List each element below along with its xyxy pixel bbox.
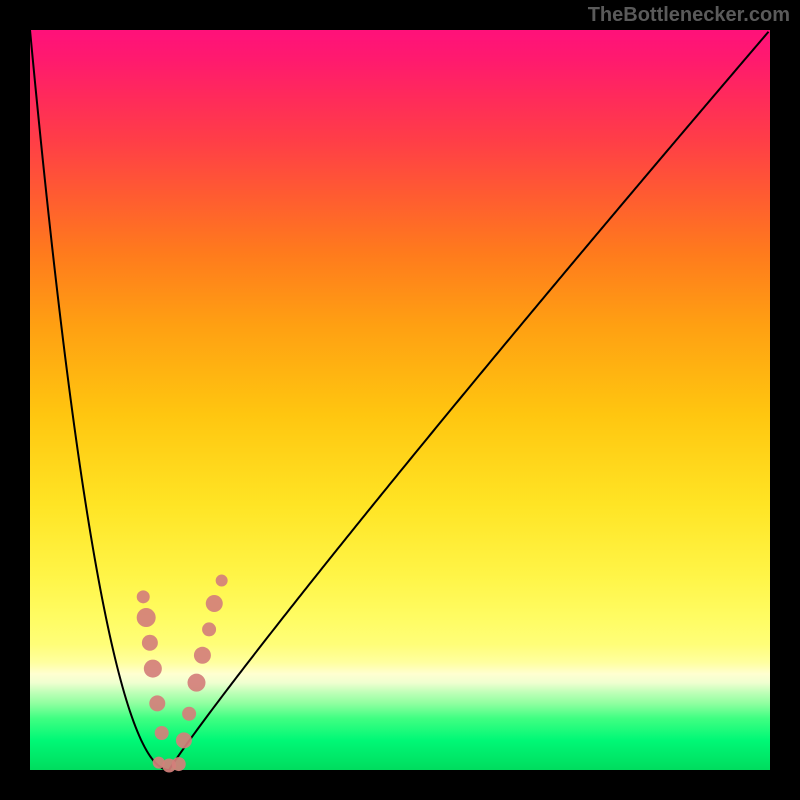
chart-background	[30, 30, 770, 770]
data-point	[137, 608, 156, 627]
data-point	[182, 707, 196, 721]
data-point	[155, 726, 169, 740]
data-point	[194, 647, 211, 664]
data-point	[176, 732, 192, 748]
data-point	[202, 622, 216, 636]
chart-svg	[0, 0, 800, 800]
data-point	[172, 757, 186, 771]
data-point	[149, 695, 165, 711]
data-point	[142, 635, 158, 651]
data-point	[216, 575, 228, 587]
data-point	[188, 674, 206, 692]
data-point	[144, 660, 162, 678]
data-point	[206, 595, 223, 612]
data-point	[137, 590, 150, 603]
chart-container: TheBottlenecker.com	[0, 0, 800, 800]
watermark-text: TheBottlenecker.com	[588, 4, 790, 27]
